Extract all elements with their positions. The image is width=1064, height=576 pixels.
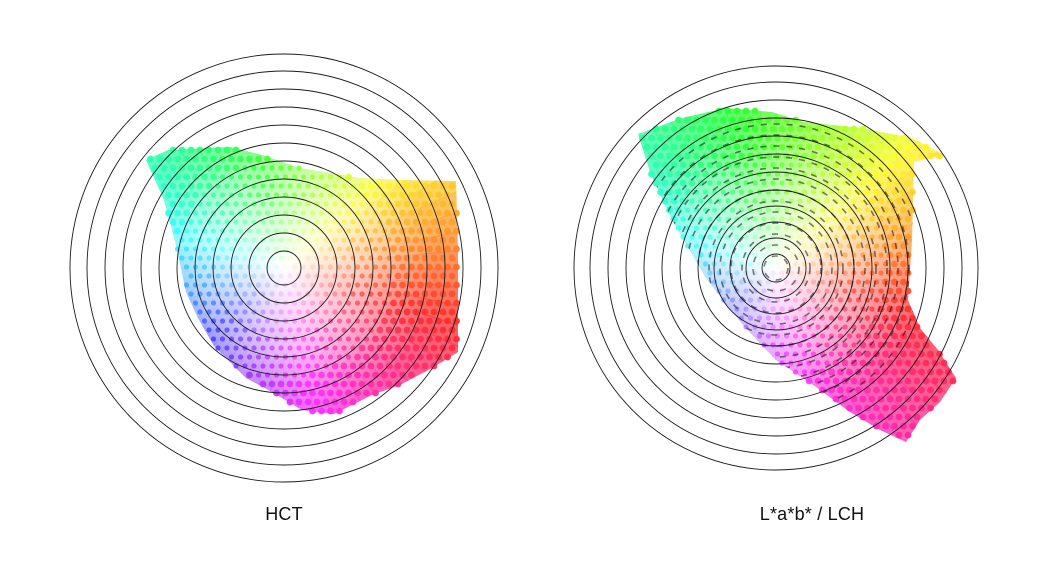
chroma-ring <box>122 106 446 430</box>
chroma-ring <box>104 88 464 448</box>
chroma-ring <box>266 250 302 286</box>
chroma-ring <box>643 135 909 401</box>
lab-panel: L*a*b* / LCH <box>532 0 1064 576</box>
chroma-ring <box>713 205 839 331</box>
lab-caption: L*a*b* / LCH <box>759 504 865 524</box>
chroma-ring <box>86 70 482 466</box>
chroma-ring <box>230 214 338 322</box>
chroma-ring <box>745 237 807 299</box>
chroma-ring <box>248 232 320 304</box>
chroma-ring <box>625 117 927 419</box>
chroma-ring <box>589 81 963 455</box>
chroma-ring <box>761 253 791 283</box>
chroma-ring <box>607 99 945 437</box>
chroma-ring <box>661 153 891 383</box>
hct-panel: HCT <box>69 53 499 524</box>
chroma-ring <box>697 189 855 347</box>
chroma-ring <box>158 142 410 394</box>
chroma-rings <box>69 53 499 483</box>
chroma-ring <box>140 124 428 412</box>
chroma-ring <box>69 53 499 483</box>
chroma-rings <box>573 65 979 471</box>
chroma-ring <box>194 178 374 358</box>
chroma-ring <box>679 171 873 365</box>
chroma-ring <box>573 65 979 471</box>
hct-gamut-diagram <box>69 53 499 483</box>
chroma-ring <box>176 160 392 376</box>
hct-caption: HCT <box>265 504 303 524</box>
chroma-ring <box>212 196 356 340</box>
chroma-ring <box>729 221 823 315</box>
lab-gamut-diagram <box>573 65 979 471</box>
gamut-sample-dots <box>147 146 460 415</box>
